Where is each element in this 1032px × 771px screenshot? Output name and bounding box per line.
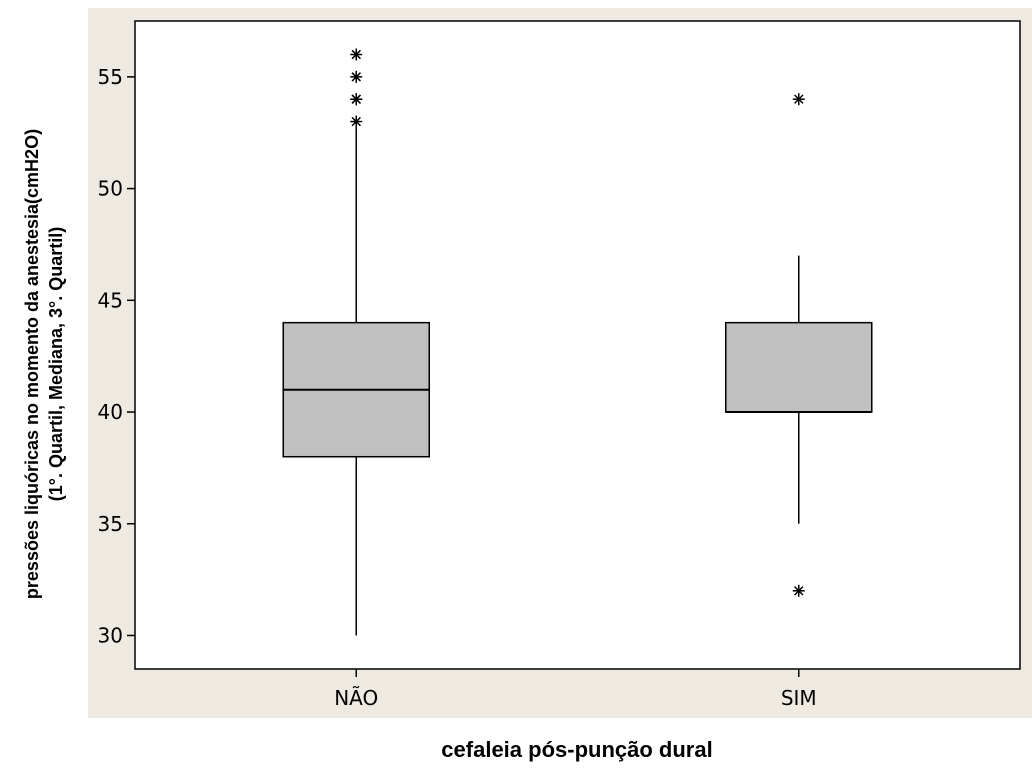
- plot-area: [134, 20, 1021, 670]
- y-axis: 30 35 40 45 50 55: [98, 65, 135, 647]
- outlier-point: [350, 93, 363, 106]
- outlier-point: [350, 70, 363, 83]
- outlier-point: [350, 48, 363, 61]
- y-tick-label: 45: [98, 288, 123, 312]
- iqr-box: [724, 321, 873, 413]
- x-category-label: NÃO: [334, 686, 378, 710]
- outlier-point: [792, 584, 805, 597]
- y-tick-label: 50: [98, 177, 123, 201]
- boxes: [282, 48, 873, 636]
- x-axis-title: cefaleia pós-punção dural: [441, 737, 712, 762]
- y-tick-label: 35: [98, 512, 123, 536]
- y-tick-label: 30: [98, 623, 123, 647]
- box-group: [282, 48, 431, 636]
- outlier-point: [792, 93, 805, 106]
- y-axis-title-line1: pressões liquóricas no momento da aneste…: [22, 129, 42, 599]
- y-tick-label: 40: [98, 400, 123, 424]
- x-axis: NÃO SIM: [334, 669, 817, 710]
- y-axis-title-line2: (1°. Quartil, Mediana, 3°. Quartil): [46, 227, 66, 501]
- y-tick-label: 55: [98, 65, 123, 89]
- x-category-label: SIM: [781, 686, 817, 710]
- box-group: [724, 93, 873, 597]
- outlier-point: [350, 115, 363, 128]
